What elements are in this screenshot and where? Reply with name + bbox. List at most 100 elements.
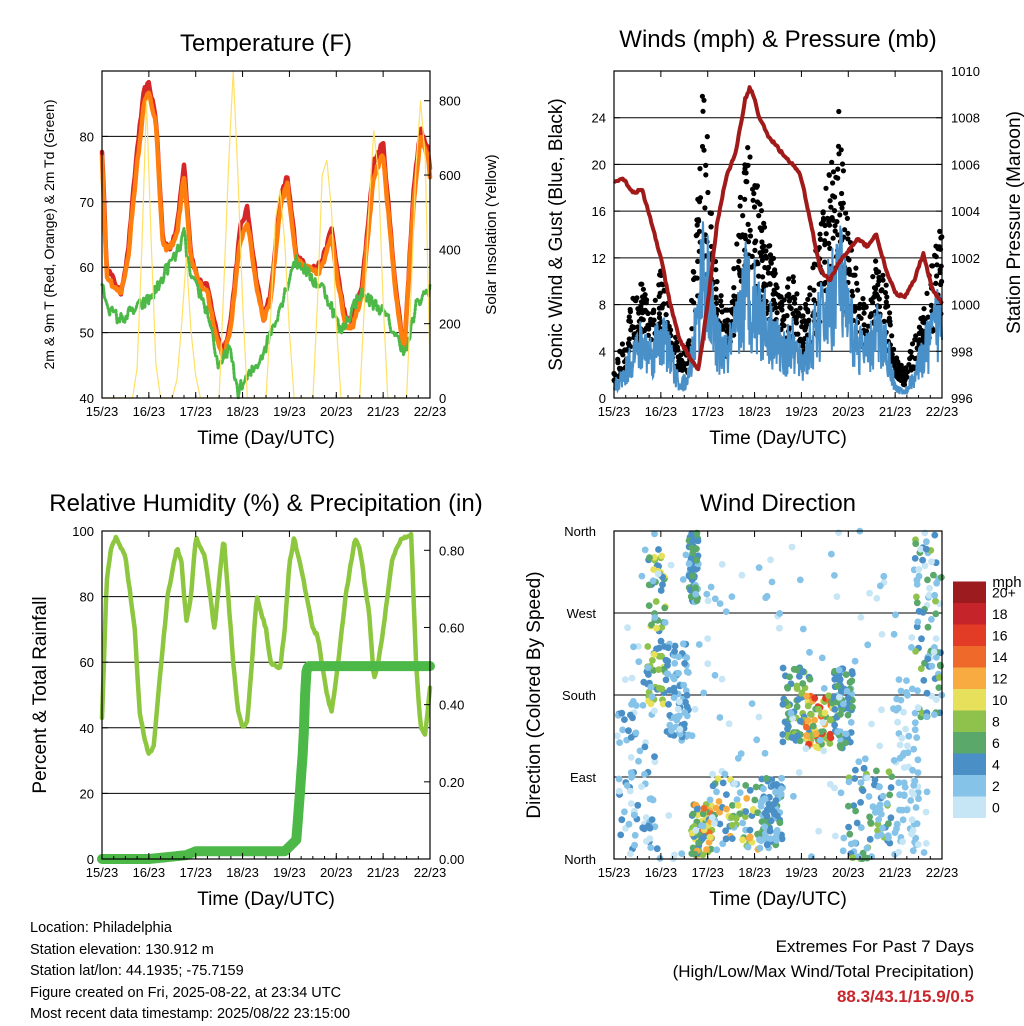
gust-point <box>829 159 835 165</box>
direction-point <box>760 785 767 793</box>
gust-point <box>832 223 838 229</box>
direction-point <box>734 801 742 809</box>
direction-point <box>742 808 750 815</box>
gust-point <box>761 243 767 249</box>
gust-point <box>908 349 914 355</box>
direction-point <box>674 705 682 713</box>
x-tick-label: 16/23 <box>645 404 678 419</box>
gust-point <box>817 236 824 242</box>
latlon-text: Station lat/lon: 44.1935; -75.7159 <box>30 963 244 979</box>
direction-point <box>728 822 736 829</box>
direction-point <box>703 846 710 853</box>
gust-point <box>736 258 742 264</box>
gust-point <box>786 276 792 282</box>
direction-point <box>625 727 632 735</box>
direction-point <box>793 703 801 711</box>
gust-point <box>619 341 626 347</box>
gust-point <box>759 227 765 234</box>
direction-point <box>631 841 638 849</box>
gust-point <box>916 324 923 330</box>
gust-point <box>840 168 847 174</box>
y-tick-label: 0 <box>599 391 606 406</box>
x-tick-label: 21/23 <box>367 865 400 880</box>
direction-point <box>820 685 828 692</box>
direction-point <box>886 791 894 799</box>
direction-point <box>627 754 635 761</box>
direction-point <box>909 847 917 855</box>
direction-point <box>876 806 884 813</box>
chart-panel-1: Temperature (F) 15/23 16/23 17/23 18/23 19/23… <box>41 30 500 449</box>
gust-point <box>772 270 778 276</box>
direction-point <box>911 709 919 717</box>
y2-tick-label: 1010 <box>951 64 980 79</box>
direction-point <box>806 648 813 656</box>
gust-point <box>742 196 748 202</box>
direction-point <box>885 768 893 776</box>
direction-point <box>755 564 763 571</box>
direction-point <box>799 668 807 675</box>
direction-point <box>751 796 759 804</box>
direction-point <box>815 705 822 713</box>
direction-point <box>931 531 939 539</box>
direction-point <box>772 797 780 804</box>
gust-point <box>790 278 797 285</box>
direction-point <box>688 850 696 857</box>
y-tick-label: 20 <box>592 157 606 172</box>
wind-line <box>613 221 943 396</box>
gust-point <box>794 314 800 320</box>
direction-point <box>613 732 621 740</box>
direction-point <box>845 802 852 810</box>
direction-point <box>876 742 884 750</box>
direction-point <box>682 551 690 559</box>
direction-point <box>899 816 907 824</box>
plot-frame <box>101 530 431 860</box>
x-tick-label: 19/23 <box>785 865 818 880</box>
pressure-line <box>613 85 944 372</box>
direction-point <box>689 565 697 573</box>
gust-point <box>790 311 796 317</box>
x-tick-label: 18/23 <box>738 865 771 880</box>
gust-point <box>650 310 656 316</box>
direction-point <box>699 810 707 818</box>
direction-point <box>924 623 932 631</box>
direction-point <box>772 833 780 841</box>
direction-point <box>708 814 716 821</box>
gust-point <box>845 255 851 261</box>
x-tick-label: 18/23 <box>738 404 771 419</box>
direction-point <box>837 789 845 797</box>
direction-point <box>859 787 867 794</box>
direction-point <box>695 641 703 648</box>
direction-point <box>651 753 658 760</box>
direction-point <box>851 775 859 782</box>
direction-point <box>761 823 769 831</box>
y-tick-label: East <box>570 770 596 785</box>
direction-point <box>722 608 730 615</box>
gust-point <box>822 259 828 265</box>
gust-point <box>933 254 939 260</box>
gust-point <box>850 272 856 278</box>
colorbar-swatch <box>953 581 986 603</box>
y-axis-label: Direction (Colored By Speed) <box>524 571 545 818</box>
gust-point <box>731 298 737 304</box>
direction-point <box>784 683 791 691</box>
gust-point <box>873 291 879 297</box>
direction-point <box>635 757 642 765</box>
direction-point <box>918 635 925 643</box>
direction-point <box>788 734 796 741</box>
colorbar-label: 14 <box>992 649 1008 665</box>
direction-point <box>919 608 927 616</box>
gust-point <box>749 264 755 270</box>
gust-point <box>817 231 823 237</box>
direction-point <box>835 694 843 701</box>
colorbar-label: 0 <box>992 799 1000 815</box>
direction-point <box>807 711 815 718</box>
direction-point <box>803 732 810 739</box>
gust-point <box>850 293 856 299</box>
gust-point <box>803 325 809 331</box>
y2-tick-label: 0.20 <box>439 775 464 790</box>
gust-point <box>929 263 936 269</box>
direction-point <box>665 701 672 708</box>
direction-point <box>812 730 820 738</box>
colorbar-label: 8 <box>992 713 1000 729</box>
direction-point <box>734 754 742 762</box>
